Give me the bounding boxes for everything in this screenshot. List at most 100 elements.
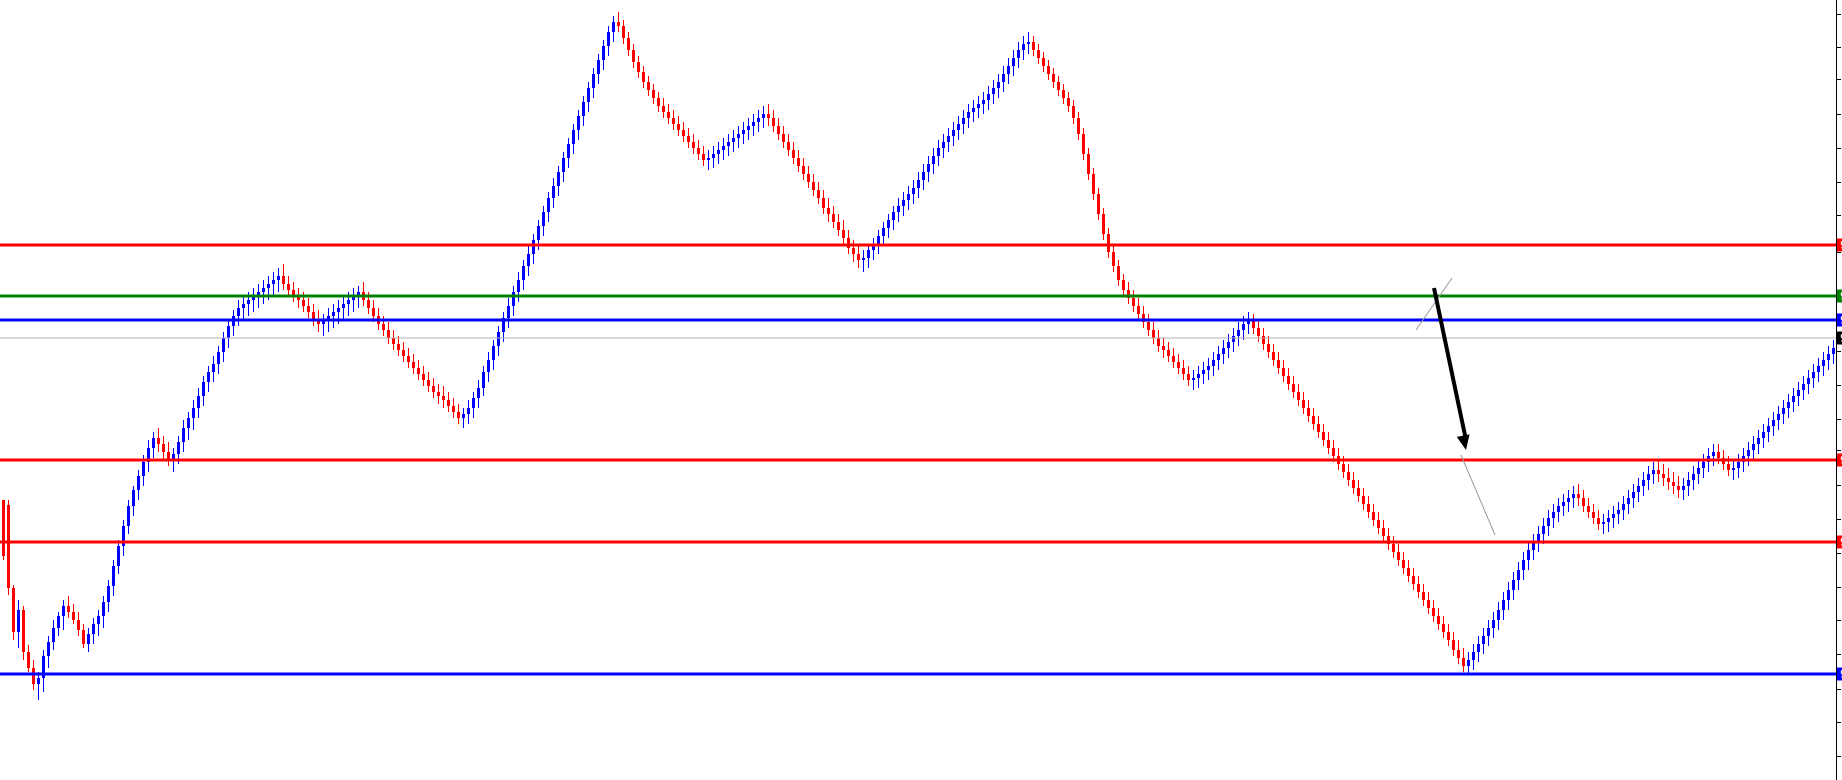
- candle-body: [1487, 628, 1490, 636]
- candle-body: [447, 400, 450, 406]
- candle-body: [482, 372, 485, 388]
- candle-body: [422, 374, 425, 380]
- candle-body: [322, 320, 325, 324]
- trendline-lower[interactable]: [1460, 454, 1496, 536]
- candle-body: [1737, 462, 1740, 468]
- candle-body: [957, 124, 960, 130]
- candle-body: [202, 382, 205, 396]
- candle-body: [1092, 174, 1095, 194]
- candle-body: [552, 186, 555, 198]
- candle-body: [302, 300, 305, 306]
- candle-body: [37, 678, 40, 684]
- candle-body: [1477, 644, 1480, 652]
- candle-body: [832, 214, 835, 222]
- candle-body: [967, 112, 970, 118]
- candle-body: [1322, 432, 1325, 440]
- candle-body: [1267, 344, 1270, 352]
- candle-body: [542, 212, 545, 226]
- support-label-98850[interactable]: 98.850: [1837, 313, 1842, 327]
- candle-body: [1817, 366, 1820, 372]
- candle-body: [1062, 90, 1065, 98]
- candle-body: [1527, 550, 1530, 560]
- candle-body: [977, 104, 980, 108]
- candle-body: [352, 296, 355, 300]
- candle-body: [577, 116, 580, 130]
- axis-tick: [1836, 148, 1841, 149]
- candle-body: [1797, 390, 1800, 396]
- candle-body: [1537, 534, 1540, 542]
- candle-body: [1007, 66, 1010, 74]
- candle-body: [782, 134, 785, 142]
- candle-body: [532, 240, 535, 254]
- candle-body: [667, 112, 670, 118]
- candle-body: [77, 620, 80, 630]
- candle-body: [797, 158, 800, 166]
- candle-body: [87, 634, 90, 644]
- axis-tick: [1836, 419, 1841, 420]
- candle-body: [1647, 474, 1650, 480]
- candle-body: [997, 82, 1000, 88]
- down-arrow-annotation-head[interactable]: [1456, 434, 1470, 450]
- candle-body: [1417, 584, 1420, 592]
- candle-body: [1667, 478, 1670, 482]
- down-arrow-annotation-shaft[interactable]: [1432, 287, 1468, 441]
- candle-body: [257, 292, 260, 296]
- candle-body: [472, 398, 475, 408]
- candle-body: [397, 344, 400, 350]
- candle-body: [677, 124, 680, 130]
- candle-body: [67, 606, 70, 612]
- candle-body: [117, 546, 120, 566]
- price-axis[interactable]: [1836, 0, 1842, 780]
- trendline-upper[interactable]: [1415, 277, 1453, 331]
- candle-body: [1247, 320, 1250, 324]
- resistance-label-98309[interactable]: 98.309: [1837, 535, 1842, 549]
- candle-body: [567, 144, 570, 158]
- price-axis-labels[interactable]: 99.54599.46599.39099.31099.23099.15099.0…: [1836, 0, 1842, 780]
- candle-body: [742, 130, 745, 134]
- last-price-label-98821[interactable]: 98.821: [1837, 331, 1842, 345]
- candle-body: [892, 212, 895, 220]
- candle-body: [22, 610, 25, 652]
- candle-body: [1592, 512, 1595, 518]
- pivot-label-98908[interactable]: 98.908: [1837, 289, 1842, 303]
- candle-body: [682, 130, 685, 136]
- candle-body: [737, 134, 740, 138]
- resistance-label-99006[interactable]: 99.006: [1837, 238, 1842, 252]
- candle-body: [1047, 66, 1050, 74]
- candle-body: [1727, 464, 1730, 470]
- candle-body: [792, 150, 795, 158]
- candle-body: [607, 32, 610, 46]
- candle-body: [337, 308, 340, 312]
- resistance-label-98500[interactable]: 98.500: [1837, 453, 1842, 467]
- candle-body: [1382, 528, 1385, 536]
- candle-body: [1137, 306, 1140, 314]
- candle-body: [1282, 368, 1285, 376]
- axis-tick: [1836, 47, 1841, 48]
- candle-body: [752, 122, 755, 126]
- candle-body: [1302, 400, 1305, 408]
- candle-body: [267, 284, 270, 288]
- axis-tick: [1836, 351, 1841, 352]
- candle-body: [907, 194, 910, 200]
- candle-body: [222, 338, 225, 352]
- axis-tick: [1836, 689, 1841, 690]
- candle-body: [477, 388, 480, 398]
- candle-body: [1002, 74, 1005, 82]
- candle-body: [1627, 498, 1630, 504]
- candle-body: [887, 220, 890, 228]
- candle-body: [942, 142, 945, 148]
- support-label-98003[interactable]: 98.003: [1837, 667, 1842, 681]
- candle-body: [522, 266, 525, 280]
- candle-body: [372, 308, 375, 316]
- candle-body: [1572, 494, 1575, 498]
- candle-body: [502, 318, 505, 332]
- axis-tick: [1836, 385, 1841, 386]
- candle-body: [1127, 290, 1130, 298]
- candle-body: [1192, 378, 1195, 380]
- candle-body: [327, 316, 330, 320]
- candle-body: [582, 102, 585, 116]
- candle-body: [57, 616, 60, 628]
- axis-tick: [1836, 587, 1841, 588]
- candle-body: [1272, 352, 1275, 360]
